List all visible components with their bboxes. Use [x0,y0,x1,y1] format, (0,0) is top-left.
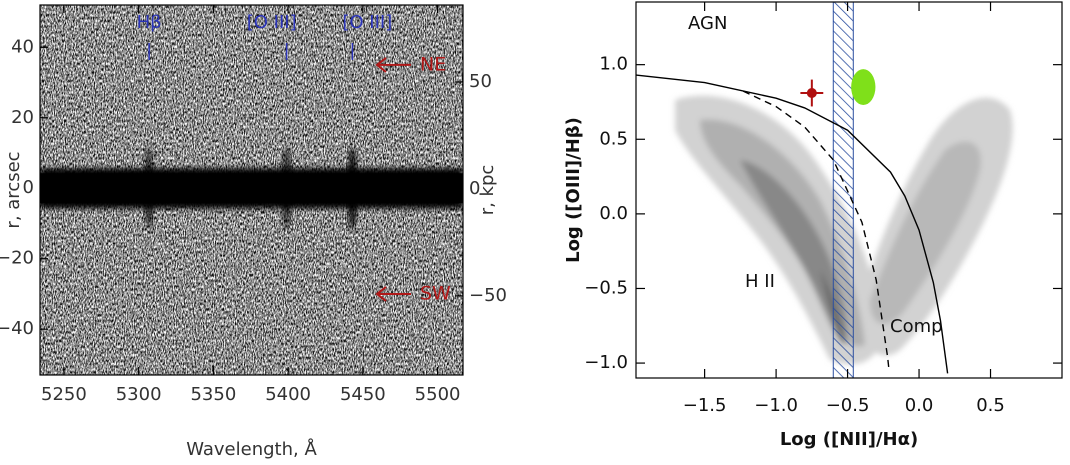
data-point [806,88,817,99]
arrow-head [375,286,387,302]
green-region [851,69,876,105]
x-tick-label: 5400 [265,384,311,405]
region-label: Comp [890,316,943,337]
bpt-plot [636,2,1013,378]
region-label: H II [745,271,775,292]
arrow-label: NE [420,53,446,75]
plot-frame [635,1,1063,379]
y-axis-label: r, arcsec [3,151,24,228]
emission-line [281,146,292,231]
y2-tick-label: 50 [469,71,492,92]
x-tick-label: −0.5 [826,395,870,416]
y2-tick-label: −50 [469,285,507,306]
y2-axis-label: r, kpc [477,165,498,216]
x-tick-label: 5500 [415,384,461,405]
x-axis-label: Log ([NII]/Hα) [780,429,918,450]
region-label: AGN [688,13,727,34]
plot-layer [636,2,949,378]
demarcation-line [636,74,949,374]
arrow-label: SW [420,282,451,304]
y2-tick-label: 0 [469,178,480,199]
y-tick-label: 20 [11,107,34,128]
x-tick-label: 0.0 [905,395,934,416]
x-tick-label: 5450 [340,384,386,405]
x-tick-label: 5350 [190,384,236,405]
emission-line [347,146,358,231]
y-tick-label: 0 [23,177,34,198]
x-tick-label: −1.0 [754,395,798,416]
x-tick-label: 5300 [116,384,162,405]
line-label: Hβ [137,12,162,33]
y-tick-label: −40 [0,318,34,339]
y-axis-label: Log ([OIII]/Hβ) [563,117,584,263]
hatched-band [832,2,854,378]
arrow-head [375,57,387,73]
x-tick-label: 0.5 [976,395,1005,416]
continuum-core [40,173,463,204]
density-contours [675,95,1013,365]
y-tick-label: 0.0 [599,203,628,224]
emission-line [144,146,155,231]
y-tick-label: 0.5 [599,128,628,149]
y-tick-label: −20 [0,248,34,269]
y-tick-label: 1.0 [599,54,628,75]
demarcation-line [742,90,890,370]
x-tick-label: 5250 [41,384,87,405]
y-tick-label: −0.5 [584,277,628,298]
x-tick-label: −1.5 [683,395,727,416]
y-tick-label: −1.0 [584,352,628,373]
plot-frame [39,4,464,376]
x-axis-label: Wavelength, Å [186,438,317,460]
line-label: [O III] [342,12,392,33]
line-label: [O III] [247,12,297,33]
spectrum-image: Hβ [O III] [O III] NE SW [40,5,463,375]
y-tick-label: 40 [11,36,34,57]
